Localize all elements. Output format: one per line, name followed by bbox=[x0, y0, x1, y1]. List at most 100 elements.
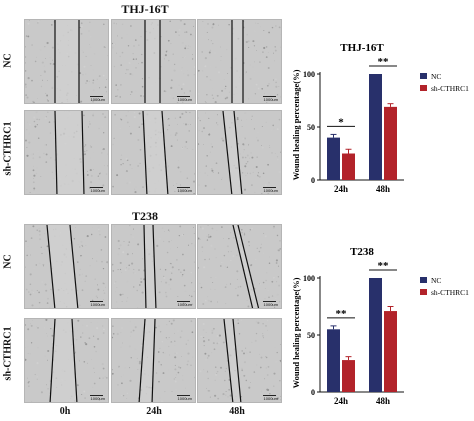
cell-speck bbox=[25, 266, 26, 268]
cell-speck bbox=[174, 134, 177, 136]
cell-speck bbox=[203, 340, 206, 343]
cell-speck bbox=[202, 303, 205, 305]
cell-speck bbox=[120, 326, 124, 330]
cell-speck bbox=[139, 161, 142, 164]
cell-speck bbox=[225, 390, 227, 392]
cell-speck bbox=[168, 337, 170, 339]
cell-speck bbox=[183, 92, 185, 94]
cell-speck bbox=[207, 225, 209, 226]
cell-speck bbox=[220, 56, 222, 57]
cell-speck bbox=[190, 364, 192, 366]
cell-speck bbox=[272, 124, 275, 127]
cell-speck bbox=[27, 121, 28, 123]
cell-speck bbox=[118, 366, 120, 368]
cell-speck bbox=[211, 169, 214, 172]
cell-speck bbox=[50, 24, 53, 26]
cell-speck bbox=[103, 292, 106, 294]
cell-speck bbox=[135, 67, 137, 69]
cell-speck bbox=[266, 374, 269, 376]
cell-speck bbox=[198, 237, 200, 240]
cell-speck bbox=[98, 228, 100, 231]
panel-a-micrograph-2: 1000um bbox=[197, 19, 282, 104]
cell-speck bbox=[131, 73, 134, 76]
cell-speck bbox=[137, 307, 139, 308]
bar-nc-24h bbox=[327, 137, 340, 180]
y-tick-label: 0 bbox=[311, 176, 315, 185]
cell-speck bbox=[255, 364, 258, 366]
cell-speck bbox=[30, 254, 31, 256]
scale-bar-label: 1000um bbox=[263, 396, 278, 401]
cell-speck bbox=[181, 41, 184, 44]
cell-speck bbox=[142, 186, 144, 188]
cell-speck bbox=[25, 62, 26, 64]
cell-speck bbox=[178, 32, 181, 35]
cell-speck bbox=[42, 265, 44, 267]
cell-speck bbox=[268, 296, 270, 299]
cell-speck bbox=[43, 65, 46, 67]
cell-speck bbox=[112, 46, 114, 49]
cell-speck bbox=[264, 298, 266, 300]
cell-speck bbox=[102, 325, 104, 327]
cell-speck bbox=[204, 101, 206, 102]
cell-speck bbox=[160, 364, 162, 366]
cell-speck bbox=[170, 341, 172, 343]
cell-speck bbox=[36, 229, 38, 231]
cell-speck bbox=[107, 391, 108, 392]
cell-speck bbox=[271, 26, 274, 29]
cell-speck bbox=[130, 90, 133, 93]
cell-speck bbox=[90, 174, 93, 177]
cell-speck bbox=[173, 69, 176, 72]
cell-speck bbox=[86, 170, 88, 172]
cell-speck bbox=[208, 39, 209, 41]
cell-speck bbox=[138, 126, 140, 128]
cell-speck bbox=[205, 332, 207, 334]
cell-speck bbox=[141, 78, 143, 80]
cell-speck bbox=[221, 177, 223, 179]
cell-speck bbox=[260, 283, 262, 285]
cell-speck bbox=[243, 374, 246, 377]
cell-speck bbox=[26, 96, 29, 99]
cell-speck bbox=[192, 180, 195, 183]
cell-speck bbox=[221, 89, 224, 92]
cell-speck bbox=[259, 53, 261, 55]
cell-speck bbox=[260, 247, 262, 249]
cell-speck bbox=[210, 40, 212, 42]
cell-speck bbox=[36, 118, 38, 120]
cell-speck bbox=[139, 148, 142, 151]
cell-speck bbox=[155, 372, 158, 374]
cell-speck bbox=[168, 284, 170, 286]
cell-speck bbox=[34, 60, 37, 63]
cell-speck bbox=[128, 345, 131, 348]
cell-speck bbox=[141, 291, 144, 294]
cell-speck bbox=[242, 143, 245, 146]
cell-speck bbox=[247, 98, 250, 100]
cell-speck bbox=[174, 344, 176, 346]
cell-speck bbox=[277, 159, 279, 161]
cell-speck bbox=[31, 304, 34, 307]
cell-speck bbox=[44, 233, 46, 235]
cell-speck bbox=[116, 52, 118, 54]
cell-speck bbox=[43, 152, 45, 155]
cell-speck bbox=[45, 92, 47, 94]
cell-speck bbox=[140, 280, 143, 284]
cell-speck bbox=[85, 55, 87, 57]
cell-speck bbox=[193, 261, 195, 264]
cell-speck bbox=[182, 375, 184, 377]
cell-speck bbox=[199, 283, 201, 284]
cell-speck bbox=[134, 272, 137, 275]
cell-speck bbox=[280, 395, 281, 398]
cell-speck bbox=[156, 244, 159, 247]
cell-speck bbox=[206, 155, 208, 157]
cell-speck bbox=[253, 371, 256, 373]
cell-speck bbox=[269, 147, 271, 148]
cell-speck bbox=[195, 264, 196, 266]
cell-speck bbox=[182, 253, 184, 256]
cell-speck bbox=[165, 337, 167, 339]
cell-speck bbox=[204, 299, 207, 302]
cell-speck bbox=[43, 251, 44, 252]
cell-speck bbox=[243, 361, 247, 364]
cell-speck bbox=[33, 177, 35, 179]
cell-speck bbox=[25, 358, 27, 361]
cell-speck bbox=[257, 131, 259, 134]
cell-speck bbox=[169, 95, 171, 97]
